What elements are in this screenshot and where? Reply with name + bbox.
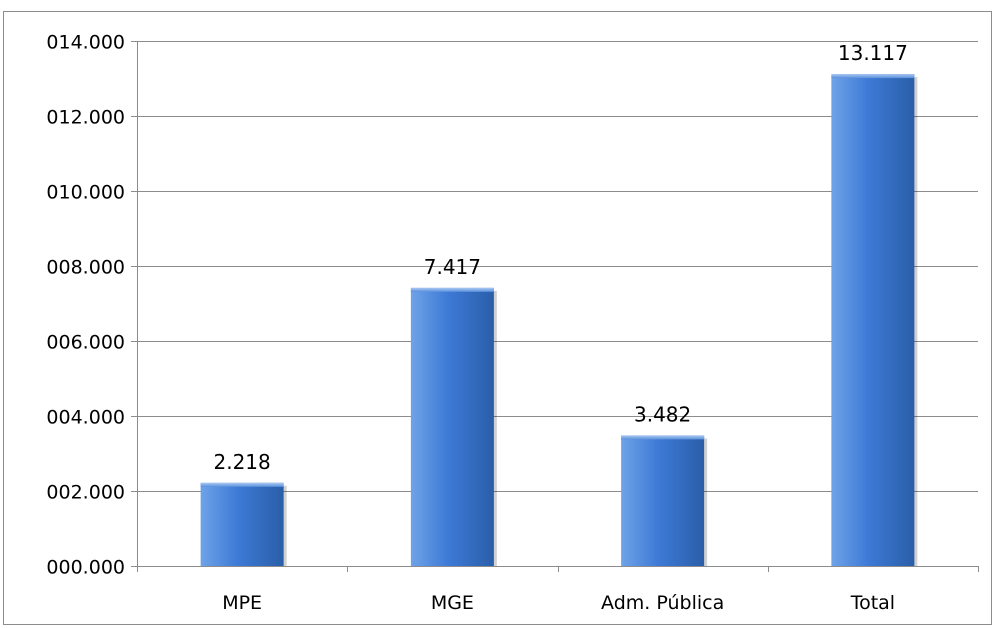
bar-top-highlight xyxy=(410,287,494,292)
x-category-label: Adm. Pública xyxy=(601,592,724,614)
bar xyxy=(831,74,915,567)
bar xyxy=(621,435,705,566)
bar-top-highlight xyxy=(621,435,705,440)
y-tick-label: 010.000 xyxy=(46,182,125,204)
data-label: 7.417 xyxy=(424,255,481,279)
bar-mpe xyxy=(200,482,287,566)
x-category-label: MGE xyxy=(431,592,474,614)
chart-frame xyxy=(3,11,992,625)
x-axis-category-labels: MPE MGE Adm. Pública Total xyxy=(222,592,895,614)
x-category-label: Total xyxy=(850,592,895,614)
bar-adm-p-blica xyxy=(621,435,708,566)
y-tick-label: 002.000 xyxy=(46,482,125,504)
y-tick-label: 000.000 xyxy=(46,557,125,579)
bar-total xyxy=(831,74,918,567)
data-label: 2.218 xyxy=(213,450,270,474)
y-tick-label: 012.000 xyxy=(46,107,125,129)
data-label: 13.117 xyxy=(838,41,908,65)
bar xyxy=(410,287,494,566)
y-tick-label: 008.000 xyxy=(46,257,125,279)
y-tick-label: 006.000 xyxy=(46,332,125,354)
bar-top-highlight xyxy=(200,482,284,487)
y-tick-label: 014.000 xyxy=(46,32,125,54)
bar xyxy=(200,482,284,566)
x-category-label: MPE xyxy=(222,592,262,614)
bar-top-highlight xyxy=(831,74,915,79)
axes xyxy=(131,41,979,572)
y-tick-label: 004.000 xyxy=(46,407,125,429)
bars xyxy=(200,74,918,567)
bar-mge xyxy=(410,287,497,566)
data-label: 3.482 xyxy=(634,402,691,426)
data-labels: 2.218 7.417 3.482 13.117 xyxy=(213,41,907,474)
y-axis-tick-labels: 000.000 002.000 004.000 006.000 008.000 010.0… xyxy=(46,32,125,579)
